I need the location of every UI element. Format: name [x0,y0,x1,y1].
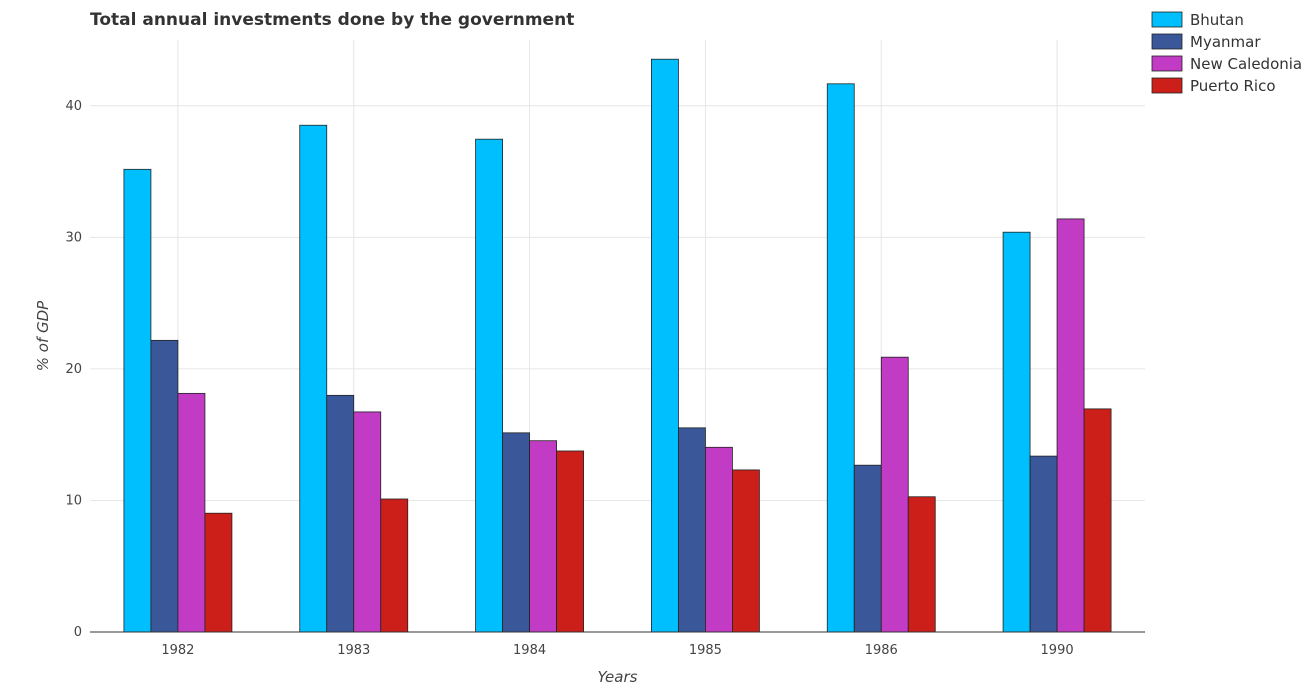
chart-title: Total annual investments done by the gov… [90,10,574,30]
y-tick-label: 20 [65,362,82,377]
legend-label-puerto-rico: Puerto Rico [1190,77,1276,95]
x-axis-ticks: 1982 1983 1984 1985 1986 1990 [161,643,1073,658]
y-axis-ticks: 0 10 20 30 40 [65,99,82,640]
bar-myanmar-1985 [678,427,706,633]
legend-swatch-myanmar [1151,33,1183,50]
bar-bhutan-1985 [651,58,679,633]
y-tick-label: 40 [65,99,82,114]
y-axis-title: % of GDP [34,300,52,371]
x-tick-label: 1986 [865,643,898,658]
y-tick-label: 30 [65,230,82,245]
bar-new-caledonia-1984 [529,440,557,633]
bar-bhutan-1982 [123,168,152,633]
bar-new-caledonia-1985 [705,446,733,633]
x-tick-label: 1984 [513,643,546,658]
bar-myanmar-1982 [150,339,179,633]
bar-new-caledonia-1986 [880,356,909,633]
legend-label-new-caledonia: New Caledonia [1190,55,1302,73]
bar-new-caledonia-1990 [1056,218,1085,633]
bar-puerto-rico-1986 [907,496,936,633]
y-tick-label: 0 [74,625,82,640]
bar-bhutan-1986 [826,83,855,633]
legend-swatch-new-caledonia [1151,55,1183,72]
bar-puerto-rico-1984 [556,450,584,633]
bar-myanmar-1983 [326,394,355,633]
bar-myanmar-1986 [853,464,882,633]
bar-myanmar-1984 [502,432,530,633]
bar-myanmar-1990 [1029,455,1058,633]
x-tick-label: 1983 [337,643,370,658]
legend-swatch-puerto-rico [1151,77,1183,94]
bar-new-caledonia-1982 [177,392,206,633]
bar-bhutan-1983 [299,124,328,633]
bar-puerto-rico-1983 [380,498,409,633]
bar-puerto-rico-1982 [204,512,233,633]
x-tick-label: 1990 [1041,643,1074,658]
legend-label-myanmar: Myanmar [1190,33,1261,51]
grid [90,40,1145,633]
legend-swatch-bhutan [1151,11,1183,28]
x-axis-title: Years [598,668,638,686]
legend-label-bhutan: Bhutan [1190,11,1244,29]
x-tick-label: 1982 [161,643,194,658]
bar-bhutan-1990 [1002,231,1031,633]
y-tick-label: 10 [65,493,82,508]
bar-puerto-rico-1985 [732,469,760,633]
x-tick-label: 1985 [689,643,722,658]
bars [123,58,1112,633]
bar-bhutan-1984 [475,138,503,633]
bar-new-caledonia-1983 [353,411,382,633]
bar-puerto-rico-1990 [1083,408,1112,633]
legend: Bhutan Myanmar New Caledonia Puerto Rico [1151,11,1302,95]
